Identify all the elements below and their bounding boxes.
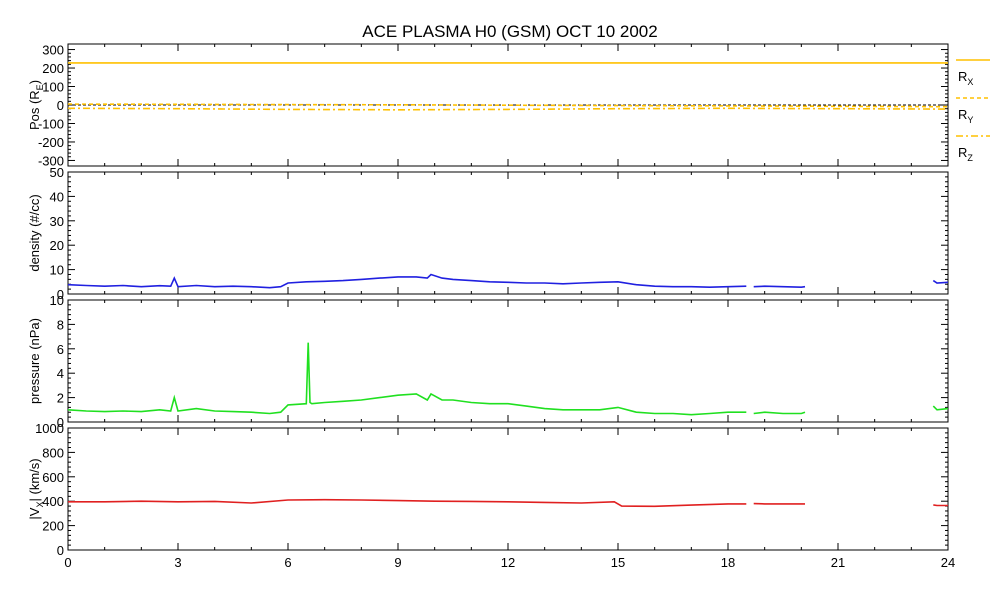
y-axis-label: |VX| (km/s) (27, 458, 45, 519)
y-axis-label-main: Pos (R (27, 90, 42, 130)
legend-label-main: R (958, 69, 967, 84)
x-tick-label: 12 (501, 555, 515, 570)
plot-frame (67, 171, 949, 295)
y-tick-label: 40 (50, 189, 64, 204)
y-tick-label: 10 (50, 293, 64, 308)
y-axis-label-main: pressure (nPa) (27, 318, 42, 404)
x-tick-label: 3 (174, 555, 181, 570)
y-axis-label-tail: | (km/s) (27, 458, 42, 501)
series-line (932, 279, 948, 284)
y-tick-label: 2 (57, 391, 64, 406)
x-tick-label: 6 (284, 555, 291, 570)
series-line (68, 107, 948, 111)
plot-frame (67, 427, 949, 551)
legend-label: RZ (958, 145, 973, 163)
y-tick-label: 50 (50, 165, 64, 180)
y-tick-label: 30 (50, 214, 64, 229)
y-tick-label: 100 (42, 80, 64, 95)
y-axis-label: density (#/cc) (27, 194, 42, 271)
legend-label-sub: Z (967, 153, 973, 163)
series-line (68, 342, 747, 416)
legend-label-main: R (958, 107, 967, 122)
series-line (68, 498, 747, 508)
legend-label-sub: Y (967, 115, 973, 125)
y-tick-label: 600 (42, 470, 64, 485)
y-tick-label: 10 (50, 263, 64, 278)
series-line (753, 285, 806, 289)
y-tick-label: 6 (57, 342, 64, 357)
y-tick-label: 0 (57, 98, 64, 113)
legend-label-main: R (958, 145, 967, 160)
y-tick-label: 0 (57, 543, 64, 558)
y-axis-label: Pos (RE) (27, 80, 45, 130)
panel-pressure: 0 2 4 6 8 10 pressure (nPa) (27, 293, 949, 430)
panel-density: 0 10 20 30 40 50 density (#/cc) (27, 165, 949, 302)
series-line (753, 411, 806, 415)
x-tick-label: 0 (64, 555, 71, 570)
y-axis-label-main: |V (27, 507, 42, 519)
legend-label: RY (958, 107, 973, 125)
x-tick-label: 18 (721, 555, 735, 570)
y-tick-label: 400 (42, 494, 64, 509)
y-axis-label-sub: X (35, 502, 45, 508)
y-axis-label-sub: E (35, 84, 45, 90)
series-line (933, 504, 948, 507)
y-tick-label: 0 (57, 287, 64, 302)
y-tick-label: 1000 (35, 421, 64, 436)
y-tick-label: -200 (38, 135, 64, 150)
y-tick-label: 300 (42, 43, 64, 58)
y-tick-label: 0 (57, 415, 64, 430)
y-tick-label: -100 (38, 116, 64, 131)
y-tick-label: 4 (57, 366, 64, 381)
chart-title: ACE PLASMA H0 (GSM) OCT 10 2002 (362, 22, 657, 41)
legend-label: RX (958, 69, 973, 87)
y-tick-label: 20 (50, 238, 64, 253)
y-tick-label: -300 (38, 153, 64, 168)
panel-velocity: 0 200 400 600 800 1000 |VX| (km/s) (27, 421, 949, 558)
y-tick-label: 200 (42, 519, 64, 534)
y-tick-label: 200 (42, 61, 64, 76)
x-tick-label: 24 (941, 555, 955, 570)
x-tick-label: 15 (611, 555, 625, 570)
y-tick-label: 800 (42, 445, 64, 460)
y-axis-label-tail: ) (27, 80, 42, 84)
y-axis-label-main: density (#/cc) (27, 194, 42, 271)
x-tick-label: 21 (831, 555, 845, 570)
series-line (68, 273, 747, 289)
legend-label-sub: X (967, 77, 973, 87)
y-tick-label: 8 (57, 317, 64, 332)
x-tick-label: 9 (394, 555, 401, 570)
y-axis-label: pressure (nPa) (27, 318, 42, 404)
series-line (932, 405, 948, 411)
